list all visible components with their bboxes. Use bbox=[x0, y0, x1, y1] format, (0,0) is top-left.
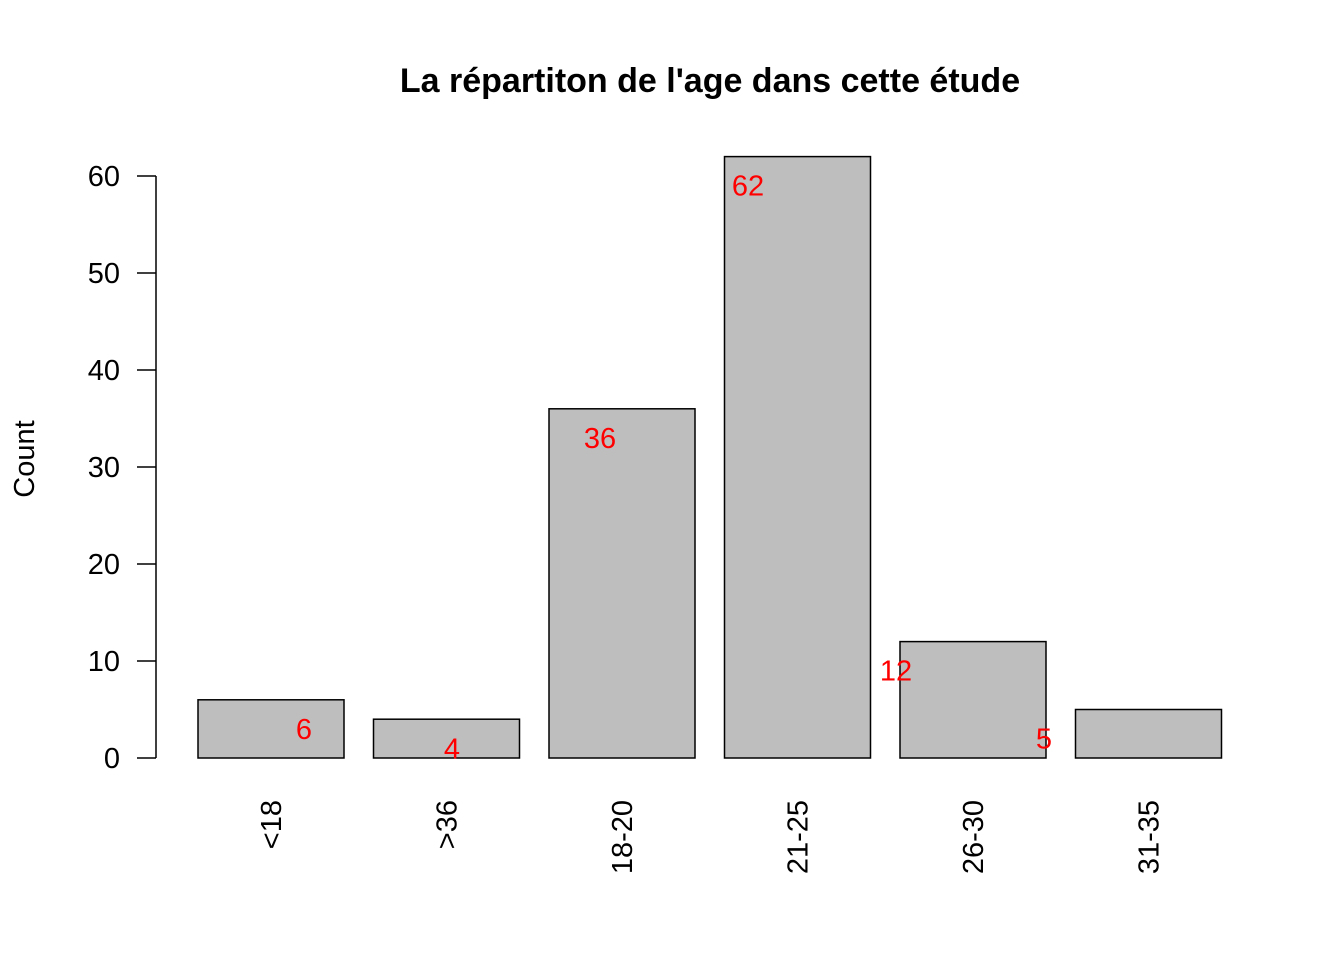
y-tick-label: 0 bbox=[104, 743, 120, 775]
y-tick-label: 40 bbox=[88, 355, 120, 387]
data-label: 12 bbox=[880, 656, 912, 688]
data-label: 4 bbox=[444, 733, 460, 765]
x-tick-label: 26-30 bbox=[958, 800, 990, 874]
x-tick-label: 31-35 bbox=[1134, 800, 1166, 874]
y-tick-label: 30 bbox=[88, 452, 120, 484]
x-tick-label: >36 bbox=[432, 800, 464, 849]
bar bbox=[723, 155, 872, 759]
y-tick-label: 20 bbox=[88, 549, 120, 581]
x-tick-label: <18 bbox=[256, 800, 288, 849]
x-axis-tick-labels: <18 >36 18-20 21-25 26-30 31-35 bbox=[256, 800, 1166, 874]
bar bbox=[197, 699, 345, 759]
bar bbox=[548, 408, 696, 759]
bar bbox=[1074, 708, 1223, 759]
data-label: 62 bbox=[732, 171, 764, 203]
chart-title: La répartiton de l'age dans cette étude bbox=[400, 62, 1020, 100]
data-label: 6 bbox=[296, 714, 312, 746]
y-tick-label: 50 bbox=[88, 258, 120, 290]
y-tick-label: 10 bbox=[88, 646, 120, 678]
bars-group bbox=[197, 155, 1223, 759]
data-labels-group: 6 4 36 62 12 5 bbox=[296, 171, 1052, 766]
y-axis-ticks: 0 10 20 30 40 50 60 bbox=[88, 161, 156, 775]
data-label: 36 bbox=[584, 423, 616, 455]
bar bbox=[372, 718, 521, 759]
bar bbox=[899, 640, 1047, 759]
y-axis-label: Count bbox=[9, 420, 41, 497]
data-label: 5 bbox=[1036, 724, 1052, 756]
x-tick-label: 18-20 bbox=[607, 800, 639, 874]
x-tick-label: 21-25 bbox=[783, 800, 815, 874]
y-tick-label: 60 bbox=[88, 161, 120, 193]
